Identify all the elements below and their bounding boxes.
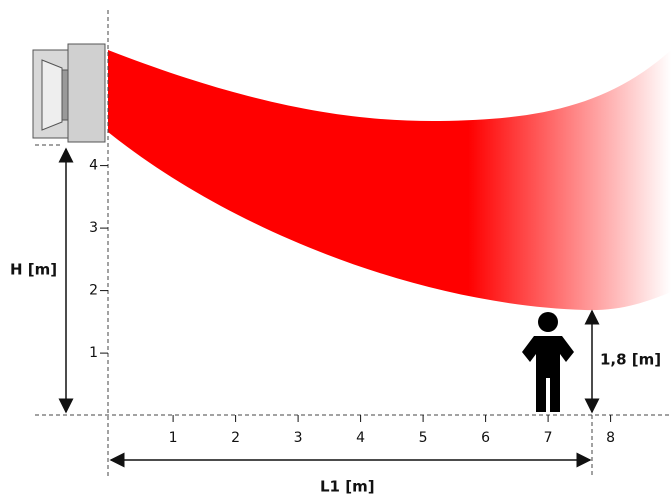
y-tick-label: 2 [89, 283, 98, 299]
person [522, 312, 574, 412]
y-tick-label: 1 [89, 345, 98, 361]
x-tick-label: 3 [294, 430, 303, 446]
y-tick-label: 3 [89, 220, 98, 236]
person-height-label: 1,8 [m] [600, 351, 661, 369]
length-label: L1 [m] [320, 478, 375, 496]
beam [108, 50, 671, 311]
x-tick-label: 7 [544, 430, 553, 446]
x-tick-label: 6 [481, 430, 490, 446]
x-tick-label: 1 [169, 430, 178, 446]
device [32, 43, 106, 143]
y-tick-label: 4 [89, 158, 98, 174]
height-label: H [m] [10, 261, 57, 279]
x-tick-label: 2 [231, 430, 240, 446]
x-tick-label: 5 [419, 430, 428, 446]
x-tick-label: 8 [606, 430, 615, 446]
x-tick-label: 4 [356, 430, 365, 446]
